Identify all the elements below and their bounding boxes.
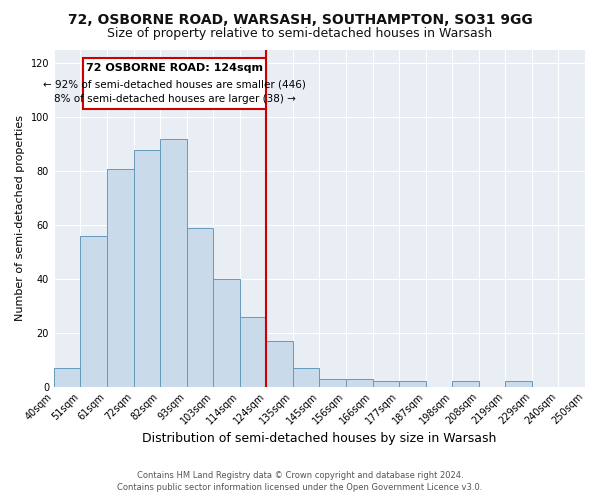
X-axis label: Distribution of semi-detached houses by size in Warsash: Distribution of semi-detached houses by … xyxy=(142,432,497,445)
Text: Size of property relative to semi-detached houses in Warsash: Size of property relative to semi-detach… xyxy=(107,28,493,40)
Bar xyxy=(505,382,532,386)
Text: 72, OSBORNE ROAD, WARSASH, SOUTHAMPTON, SO31 9GG: 72, OSBORNE ROAD, WARSASH, SOUTHAMPTON, … xyxy=(68,12,532,26)
Bar xyxy=(134,150,160,386)
Bar xyxy=(160,139,187,386)
Bar xyxy=(83,58,266,110)
Bar xyxy=(293,368,319,386)
Bar xyxy=(107,168,134,386)
Bar xyxy=(346,378,373,386)
Bar xyxy=(266,341,293,386)
Bar xyxy=(213,279,240,386)
Bar xyxy=(452,382,479,386)
Bar xyxy=(240,316,266,386)
Text: 8% of semi-detached houses are larger (38) →: 8% of semi-detached houses are larger (3… xyxy=(54,94,296,104)
Y-axis label: Number of semi-detached properties: Number of semi-detached properties xyxy=(15,116,25,322)
Bar xyxy=(187,228,213,386)
Text: 72 OSBORNE ROAD: 124sqm: 72 OSBORNE ROAD: 124sqm xyxy=(86,64,263,74)
Text: ← 92% of semi-detached houses are smaller (446): ← 92% of semi-detached houses are smalle… xyxy=(43,80,306,90)
Bar xyxy=(399,382,425,386)
Bar xyxy=(373,382,399,386)
Bar xyxy=(54,368,80,386)
Bar xyxy=(80,236,107,386)
Bar xyxy=(319,378,346,386)
Text: Contains HM Land Registry data © Crown copyright and database right 2024.
Contai: Contains HM Land Registry data © Crown c… xyxy=(118,471,482,492)
